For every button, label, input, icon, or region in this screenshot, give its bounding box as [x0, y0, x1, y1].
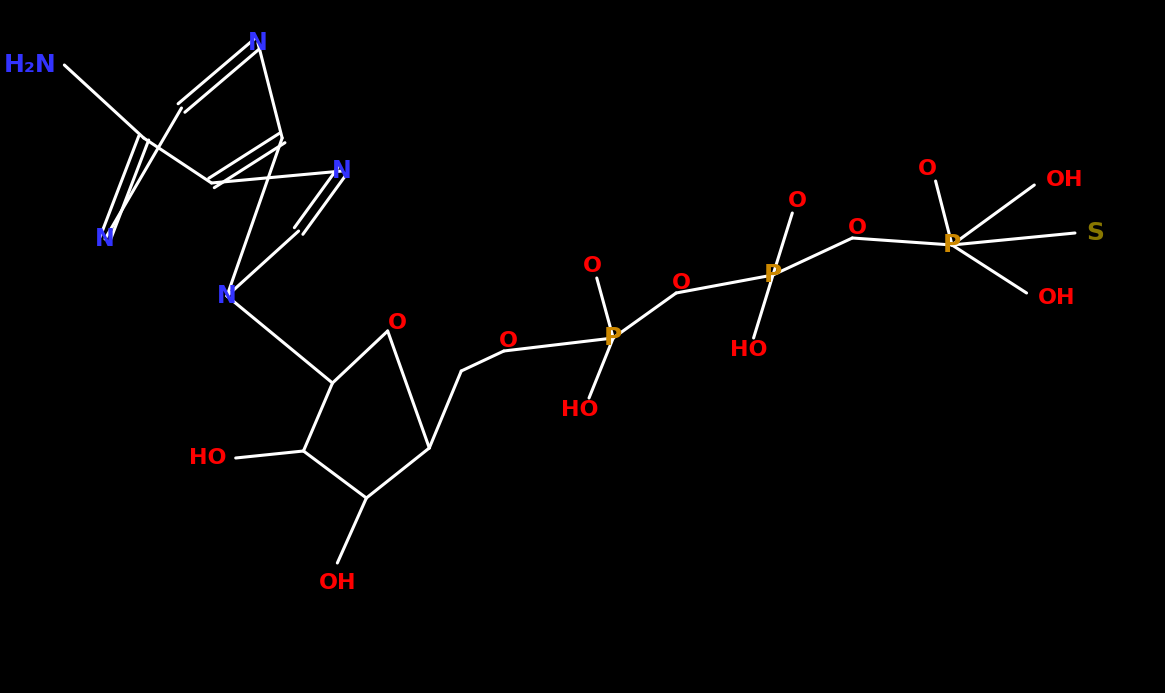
Text: O: O: [388, 313, 407, 333]
Text: P: P: [942, 233, 961, 257]
Text: S: S: [1087, 221, 1104, 245]
Text: N: N: [332, 159, 352, 183]
Text: HO: HO: [560, 400, 598, 420]
Text: OH: OH: [1038, 288, 1075, 308]
Text: OH: OH: [318, 573, 356, 593]
Text: HO: HO: [730, 340, 768, 360]
Text: O: O: [918, 159, 938, 179]
Text: P: P: [764, 263, 782, 287]
Text: O: O: [582, 256, 601, 276]
Text: H₂N: H₂N: [3, 53, 57, 77]
Text: OH: OH: [1046, 170, 1083, 190]
Text: N: N: [217, 284, 236, 308]
Text: O: O: [499, 331, 518, 351]
Text: P: P: [605, 326, 622, 350]
Text: HO: HO: [189, 448, 226, 468]
Text: O: O: [671, 273, 691, 293]
Text: O: O: [848, 218, 867, 238]
Text: N: N: [248, 31, 268, 55]
Text: N: N: [96, 227, 115, 251]
Text: O: O: [788, 191, 806, 211]
